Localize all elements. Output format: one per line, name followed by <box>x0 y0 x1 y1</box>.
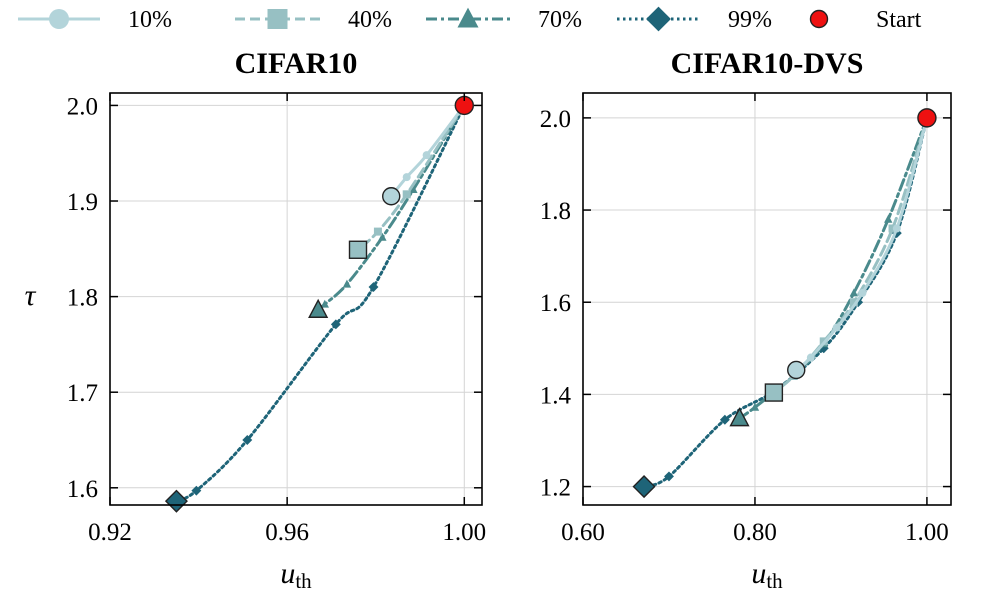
data-point <box>378 232 387 241</box>
data-point <box>422 151 431 160</box>
chart-title: CIFAR10 <box>235 47 358 80</box>
series-line <box>389 103 466 198</box>
series-70pct <box>308 103 466 318</box>
data-point <box>849 288 859 297</box>
data-point <box>242 435 253 445</box>
legend-marker <box>646 6 671 32</box>
x-tick-label: 0.96 <box>265 519 309 546</box>
y-tick-label: 1.4 <box>540 382 572 409</box>
data-point <box>884 214 893 223</box>
data-point <box>373 227 382 236</box>
y-tick-label: 1.2 <box>540 475 571 502</box>
data-point <box>664 471 674 482</box>
series-40pct <box>764 116 929 402</box>
data-point <box>750 402 760 411</box>
legend-marker <box>809 9 829 29</box>
grid <box>582 93 951 505</box>
x-tick-label: 1.00 <box>905 519 949 546</box>
series-99pct <box>164 103 466 513</box>
data-point <box>342 279 352 288</box>
y-tick-label: 2.0 <box>67 93 98 120</box>
x-tick-label: 0.60 <box>561 519 605 546</box>
legend-label: Start <box>876 7 922 33</box>
x-axis-label: uth <box>280 557 312 590</box>
start-point <box>917 108 937 128</box>
data-point <box>888 224 897 233</box>
ticks: 0.60 0.80 1.00 1.2 1.4 1.6 1.8 2.0 <box>540 93 951 546</box>
ticks: 0.92 0.96 1.00 1.6 1.7 1.8 1.9 2.0 <box>67 93 486 546</box>
legend-item-70pct: 70% <box>426 7 582 33</box>
y-tick-label: 2.0 <box>540 106 571 133</box>
y-axis-label: τ <box>25 279 37 312</box>
data-point <box>892 224 901 233</box>
legend-item-99pct: 99% <box>617 6 772 33</box>
data-point <box>320 299 329 308</box>
plot-frame <box>109 92 483 506</box>
end-marker <box>308 298 329 318</box>
chart-panel-cifar10: 0.92 0.96 1.001.61.71.81.92.0 CIFAR10 uth … <box>25 47 487 590</box>
chart-title: CIFAR10-DVS <box>671 47 864 80</box>
series-line <box>772 116 929 395</box>
data-point <box>402 190 411 199</box>
end-marker <box>729 407 750 427</box>
y-tick-label: 1.6 <box>540 290 571 317</box>
start-marker <box>917 108 937 128</box>
series-line <box>794 116 929 372</box>
legend-label: 40% <box>348 7 392 33</box>
legend-item-start: Start <box>809 7 922 33</box>
data-point <box>806 353 815 362</box>
series-99pct <box>632 116 929 499</box>
legend-marker <box>267 9 288 29</box>
legend-marker <box>49 9 69 29</box>
end-marker <box>764 383 784 402</box>
series-layer <box>632 108 937 499</box>
y-tick-label: 1.6 <box>67 476 98 503</box>
legend-item-40pct: 40% <box>235 7 392 33</box>
series-line <box>356 103 466 252</box>
data-point <box>402 173 411 182</box>
x-axis-label: uth <box>751 557 783 590</box>
series-10pct <box>382 103 466 206</box>
x-tick-label: 1.00 <box>442 519 486 546</box>
legend-label: 70% <box>538 7 582 33</box>
end-marker <box>632 475 656 499</box>
series-40pct <box>348 103 466 259</box>
legend-item-10pct: 10% <box>18 7 172 33</box>
legend-marker <box>457 7 479 28</box>
y-tick-label: 1.9 <box>67 189 98 216</box>
y-tick-label: 1.8 <box>540 198 571 225</box>
series-layer <box>164 95 474 513</box>
end-marker <box>382 187 401 206</box>
chart-panel-cifar10-dvs: 0.60 0.80 1.001.21.41.61.82.0 CIFAR10-DVS … <box>540 47 952 590</box>
data-point <box>330 319 341 330</box>
plot-frame <box>582 92 952 506</box>
data-point <box>858 289 867 298</box>
data-point <box>719 414 730 425</box>
y-tick-label: 1.7 <box>67 380 98 407</box>
series-10pct <box>787 116 929 380</box>
data-point <box>409 184 418 193</box>
series-70pct <box>729 116 929 427</box>
data-point <box>849 298 858 307</box>
data-point <box>191 485 202 496</box>
data-point <box>368 282 379 293</box>
y-tick-label: 1.8 <box>67 285 98 312</box>
legend-label: 99% <box>728 7 772 33</box>
legend-label: 10% <box>128 7 172 33</box>
x-tick-label: 0.92 <box>88 519 132 546</box>
x-tick-label: 0.80 <box>733 519 777 546</box>
end-marker <box>348 240 368 259</box>
end-marker <box>164 489 188 513</box>
data-point <box>832 323 841 332</box>
end-marker <box>787 360 806 380</box>
legend: 10% 40% 70% 99% Start <box>18 6 922 33</box>
series-line <box>737 116 929 420</box>
